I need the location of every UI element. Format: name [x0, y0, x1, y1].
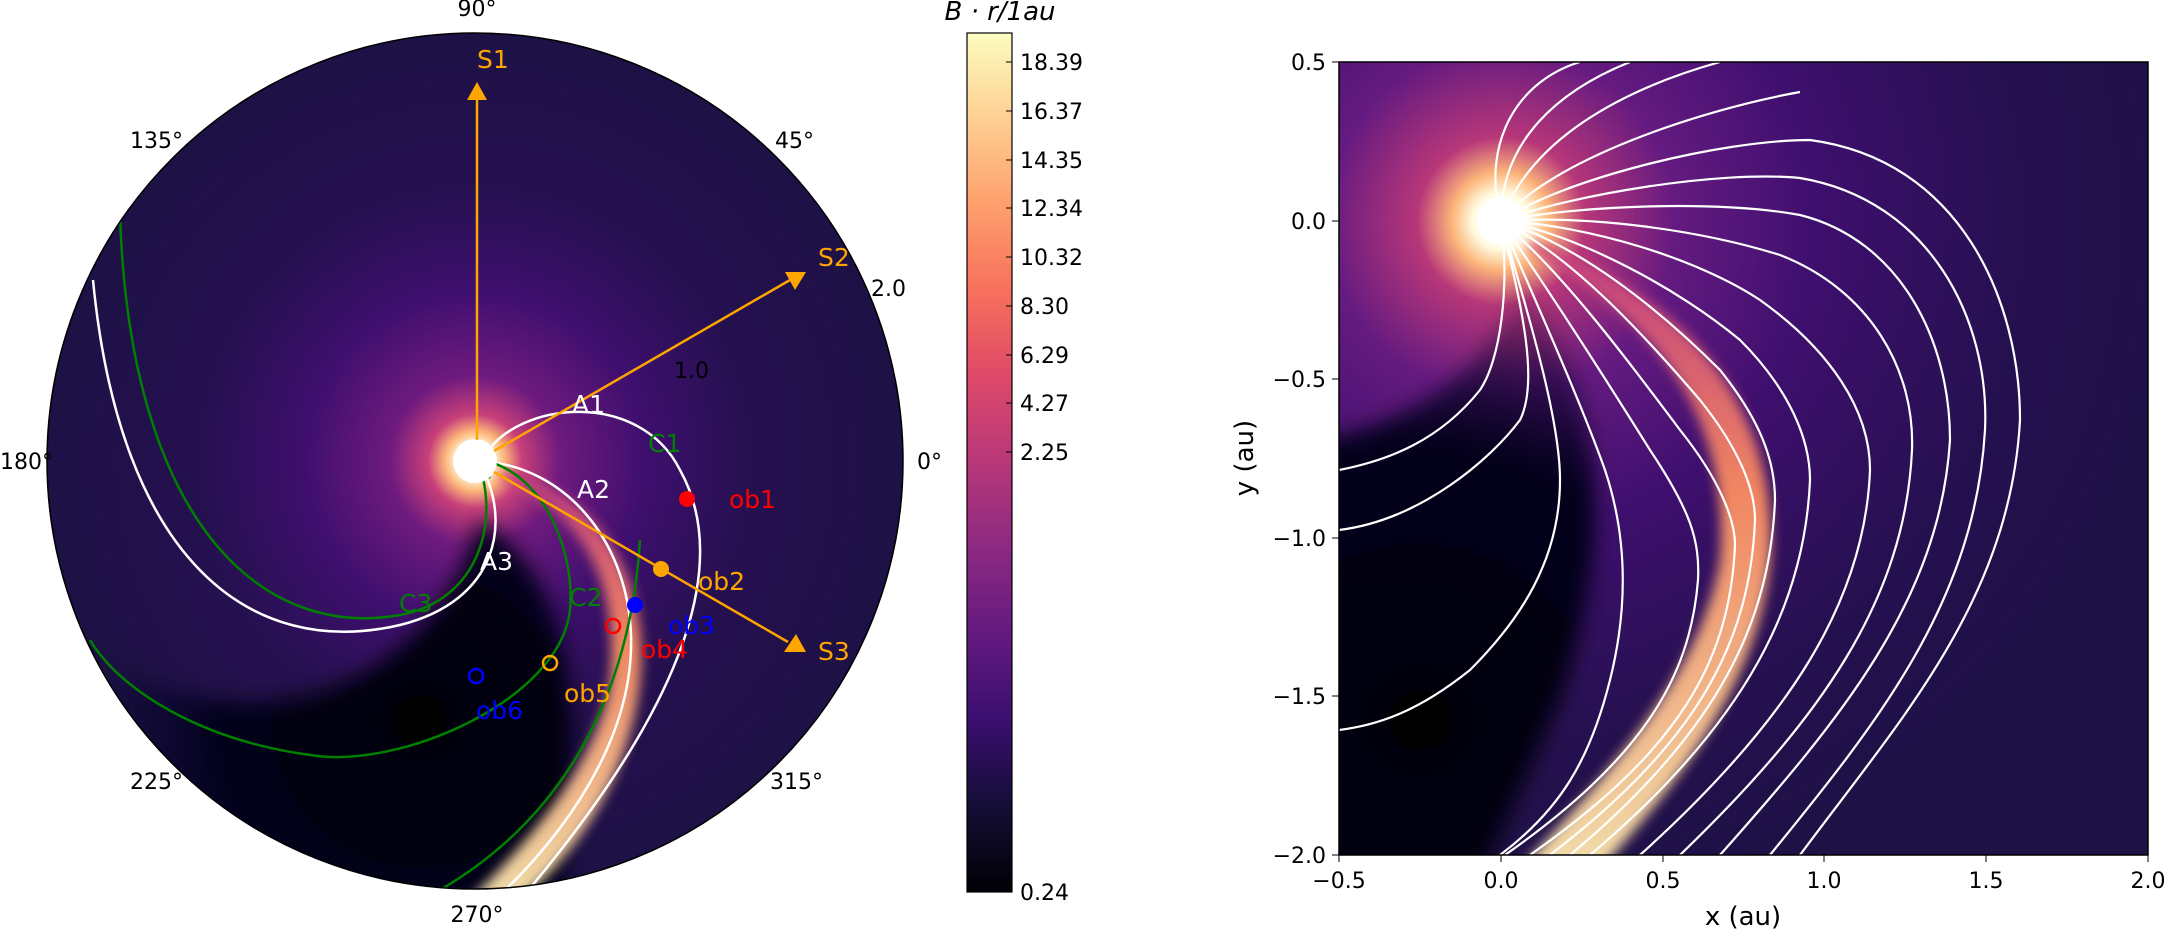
- colorbar-title: B · r/1au: [944, 0, 1055, 27]
- arc-a3: [91, 279, 497, 633]
- svg-text:6.29: 6.29: [1020, 344, 1069, 369]
- y-axis: 0.5 0.0 −0.5 −1.0 −1.5 −2.0 y (au): [1230, 51, 1339, 869]
- observer-ob4: ob4: [604, 617, 688, 664]
- svg-text:0.24: 0.24: [1020, 881, 1069, 906]
- sun-icon: [1477, 197, 1525, 245]
- cartesian-plot: 0.5 0.0 −0.5 −1.0 −1.5 −2.0 y (au) −0.5 …: [1230, 51, 2166, 931]
- cartesian-frame: [1338, 61, 2149, 856]
- svg-text:ob4: ob4: [641, 635, 688, 664]
- angle-tick-45: 45°: [775, 129, 814, 154]
- observer-ob2: ob2: [653, 561, 745, 596]
- radial-tick-1: 1.0: [674, 359, 709, 384]
- polar-frame: [46, 32, 904, 890]
- arrow-s2: S2: [493, 243, 850, 453]
- colorbar-gradient: [966, 32, 1013, 893]
- label-c2: C2: [569, 583, 602, 612]
- svg-text:ob3: ob3: [668, 611, 715, 640]
- curve-c3: [118, 214, 488, 620]
- svg-text:0.5: 0.5: [1646, 869, 1681, 894]
- svg-text:0.5: 0.5: [1291, 51, 1326, 76]
- arrowhead-icon: [467, 82, 487, 100]
- field-lines: [1339, 62, 2022, 855]
- observer-ob6: ob6: [467, 667, 523, 725]
- angle-tick-180: 180°: [0, 450, 53, 475]
- svg-text:2.25: 2.25: [1020, 441, 1069, 466]
- arrow-label-s1: S1: [477, 45, 509, 74]
- svg-text:12.34: 12.34: [1020, 197, 1083, 222]
- arrow-s1: S1: [467, 45, 509, 440]
- arrowhead-icon: [785, 272, 806, 290]
- svg-text:−1.0: −1.0: [1273, 527, 1326, 552]
- svg-text:−1.5: −1.5: [1273, 685, 1326, 710]
- compression-band: [470, 470, 642, 889]
- svg-text:18.39: 18.39: [1020, 51, 1083, 76]
- svg-text:ob5: ob5: [564, 679, 611, 708]
- svg-text:−0.5: −0.5: [1312, 869, 1365, 894]
- label-a3: A3: [480, 547, 513, 576]
- label-a2: A2: [577, 475, 610, 504]
- svg-text:16.37: 16.37: [1020, 100, 1083, 125]
- svg-text:14.35: 14.35: [1020, 149, 1083, 174]
- sun-icon: [453, 439, 497, 483]
- radial-tick-2: 2.0: [871, 277, 906, 302]
- arrow-label-s2: S2: [818, 243, 850, 272]
- arrow-label-s3: S3: [818, 637, 850, 666]
- label-c1: C1: [648, 429, 681, 458]
- angle-tick-225: 225°: [130, 770, 183, 795]
- svg-text:−0.5: −0.5: [1273, 368, 1326, 393]
- polar-plot: S1 S2 S3 A1 A2 A3 C1 C2 C3 ob1 ob2: [0, 0, 942, 928]
- svg-text:1.5: 1.5: [1969, 869, 2004, 894]
- svg-text:ob2: ob2: [698, 567, 745, 596]
- arrowhead-icon: [784, 634, 806, 652]
- svg-text:4.27: 4.27: [1020, 392, 1069, 417]
- colorbar-ticks: 18.39 16.37 14.35 12.34 10.32 8.30 6.29 …: [1006, 51, 1083, 906]
- angle-tick-270: 270°: [451, 903, 504, 928]
- svg-text:−2.0: −2.0: [1273, 844, 1326, 869]
- svg-text:ob1: ob1: [729, 485, 776, 514]
- angle-tick-135: 135°: [130, 129, 183, 154]
- x-axis: −0.5 0.0 0.5 1.0 1.5 2.0 x (au): [1312, 855, 2166, 931]
- angle-tick-90: 90°: [458, 0, 497, 22]
- svg-text:10.32: 10.32: [1020, 246, 1083, 271]
- observer-ob3: ob3: [627, 597, 715, 640]
- observer-ob5: ob5: [541, 654, 611, 708]
- svg-text:8.30: 8.30: [1020, 295, 1069, 320]
- curve-c2: [88, 460, 572, 759]
- svg-text:0.0: 0.0: [1484, 869, 1519, 894]
- svg-text:ob6: ob6: [476, 696, 523, 725]
- svg-text:1.0: 1.0: [1807, 869, 1842, 894]
- angle-tick-315: 315°: [770, 770, 823, 795]
- angle-tick-0: 0°: [917, 450, 942, 475]
- svg-text:0.0: 0.0: [1291, 210, 1326, 235]
- label-a1: A1: [572, 390, 605, 419]
- colorbar: B · r/1au 18.39 16.37 14.35 12.34 10.32 …: [944, 0, 1083, 906]
- x-axis-label: x (au): [1705, 902, 1781, 931]
- arc-a2: [489, 460, 633, 889]
- observer-ob1: ob1: [679, 485, 776, 514]
- y-axis-label: y (au): [1230, 420, 1260, 496]
- label-c3: C3: [399, 589, 432, 618]
- svg-text:2.0: 2.0: [2131, 869, 2166, 894]
- arrow-s3: S3: [493, 470, 850, 666]
